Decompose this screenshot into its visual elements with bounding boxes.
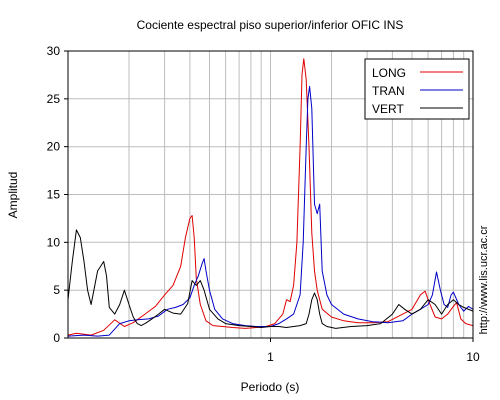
y-tick-label: 10: [47, 235, 61, 249]
grid: [68, 51, 473, 338]
source-url: http://www.lis.ucr.ac.cr: [478, 225, 490, 334]
y-tick-label: 20: [47, 140, 61, 154]
y-tick-label: 15: [47, 188, 61, 202]
series-line-vert: [68, 229, 473, 329]
series-line-tran: [68, 85, 473, 337]
series-line-long: [68, 58, 473, 336]
legend-label-vert: VERT: [372, 102, 404, 116]
y-tick-label: 5: [53, 283, 60, 297]
y-tick-label: 30: [47, 44, 61, 58]
x-axis-label: Periodo (s): [241, 380, 300, 394]
legend: LONG TRAN VERT: [364, 58, 470, 120]
legend-label-long: LONG: [372, 66, 406, 80]
x-tick-label: 1: [267, 350, 274, 364]
y-tick-label: 0: [53, 331, 60, 345]
legend-label-tran: TRAN: [372, 84, 405, 98]
axis-ticks: 0 5 10 15 20 25 30 1 10: [47, 44, 480, 364]
y-tick-label: 25: [47, 92, 61, 106]
y-axis-label: Amplitud: [6, 172, 20, 219]
series-lines: [68, 58, 473, 337]
chart-title: Cociente espectral piso superior/inferio…: [137, 18, 404, 32]
x-tick-label: 10: [466, 350, 480, 364]
legend-box: [364, 58, 470, 120]
